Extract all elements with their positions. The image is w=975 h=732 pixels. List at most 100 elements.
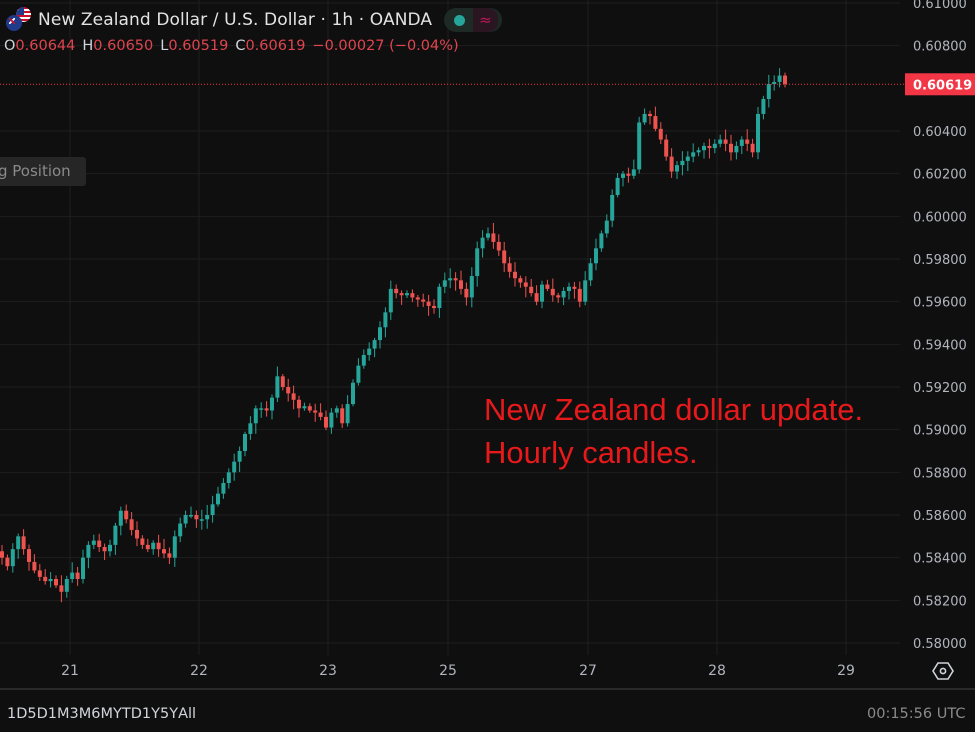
candle (199, 509, 204, 530)
candle (356, 358, 361, 386)
candle (351, 379, 355, 407)
candle (324, 410, 328, 431)
candle (113, 522, 118, 555)
candle (383, 307, 388, 338)
y-axis-label: 0.59600 (913, 296, 967, 311)
candle (27, 544, 31, 571)
symbol-title[interactable]: New Zealand Dollar / U.S. Dollar · 1h · … (38, 10, 433, 30)
range-3m[interactable]: 3M (69, 706, 92, 722)
candle (453, 272, 458, 291)
candle (761, 95, 766, 120)
candle (464, 282, 469, 306)
candle (513, 262, 517, 287)
candle (270, 394, 274, 420)
candle (448, 268, 453, 289)
candle (610, 189, 615, 228)
candle (10, 543, 15, 573)
market-status-pill[interactable]: ≈ (444, 8, 502, 32)
range-1d[interactable]: 1D (7, 706, 28, 722)
market-open-dot-icon (454, 14, 466, 26)
candle (572, 281, 577, 299)
candle (561, 287, 566, 306)
open-label: O (4, 38, 16, 54)
candle (372, 337, 377, 358)
range-1y[interactable]: 1Y (141, 706, 161, 722)
candle (783, 72, 787, 88)
candle (745, 129, 750, 152)
candle (707, 138, 712, 159)
candle (21, 529, 26, 555)
candle (194, 510, 199, 528)
candle (151, 540, 156, 555)
candle (43, 568, 48, 585)
y-axis-label: 0.58200 (913, 594, 967, 609)
candle (378, 321, 382, 349)
candle (394, 284, 399, 299)
candle (307, 403, 312, 413)
candle (226, 468, 231, 489)
y-axis-label: 0.60000 (913, 210, 967, 225)
high-value: 0.60650 (93, 38, 154, 54)
utc-clock[interactable]: 00:15:56 UTC (867, 706, 966, 722)
ohlc-legend: O 0.60644 H 0.60650 L 0.60519 C 0.60619 −0.0… (4, 38, 466, 54)
candle (415, 295, 420, 307)
x-axis-label: 27 (579, 663, 597, 679)
candle (480, 230, 485, 258)
range-1m[interactable]: 1M (47, 706, 70, 722)
candle (86, 541, 91, 569)
candle (5, 554, 10, 571)
candle (723, 129, 728, 152)
last-price-tag (905, 73, 975, 96)
candle (345, 395, 350, 427)
y-axis-label: 0.59400 (913, 338, 967, 353)
range-5d[interactable]: 5D (27, 706, 48, 722)
candle (313, 403, 318, 422)
candle (685, 151, 690, 172)
candle (329, 408, 334, 434)
y-axis-label: 0.58800 (913, 466, 967, 481)
candle (162, 538, 166, 559)
candle (529, 278, 534, 297)
candle (118, 506, 123, 536)
range-6m[interactable]: 6M (91, 706, 114, 722)
candle (302, 402, 307, 411)
range-all[interactable]: All (178, 706, 197, 722)
candle (237, 446, 242, 472)
candle (734, 141, 739, 160)
x-axis-label: 22 (190, 663, 208, 679)
candle (275, 366, 280, 403)
candle (16, 533, 21, 559)
y-axis-label: 0.58600 (913, 509, 967, 524)
candle (334, 405, 339, 418)
candle (642, 108, 647, 125)
x-axis-label: 25 (439, 663, 457, 679)
x-axis-label: 23 (319, 663, 337, 679)
candle (540, 280, 544, 309)
candle (718, 134, 723, 148)
range-5y[interactable]: 5Y (160, 706, 179, 722)
candle (469, 267, 474, 308)
y-axis-label: 0.59200 (913, 381, 967, 396)
candle (675, 161, 679, 180)
range-ytd[interactable]: YTD (113, 706, 142, 722)
candle (259, 402, 264, 418)
candle (712, 139, 717, 154)
chart-settings-icon[interactable] (932, 660, 954, 682)
candle (523, 276, 528, 298)
candle (518, 275, 523, 288)
candle (615, 172, 620, 198)
chart-annotation: New Zealand dollar update. Hourly candle… (484, 388, 863, 474)
candle (243, 431, 247, 457)
candle (696, 147, 701, 157)
candle (54, 575, 58, 588)
trading-position-button[interactable]: g Position (0, 157, 86, 186)
candle (189, 506, 193, 519)
candle (626, 167, 631, 183)
x-axis-label: 28 (708, 663, 726, 679)
candle (64, 575, 69, 598)
y-axis-label: 0.60200 (913, 168, 967, 183)
y-axis-label: 0.60800 (913, 40, 967, 55)
candle (502, 241, 507, 273)
chart-header: New Zealand Dollar / U.S. Dollar · 1h · … (4, 7, 502, 33)
